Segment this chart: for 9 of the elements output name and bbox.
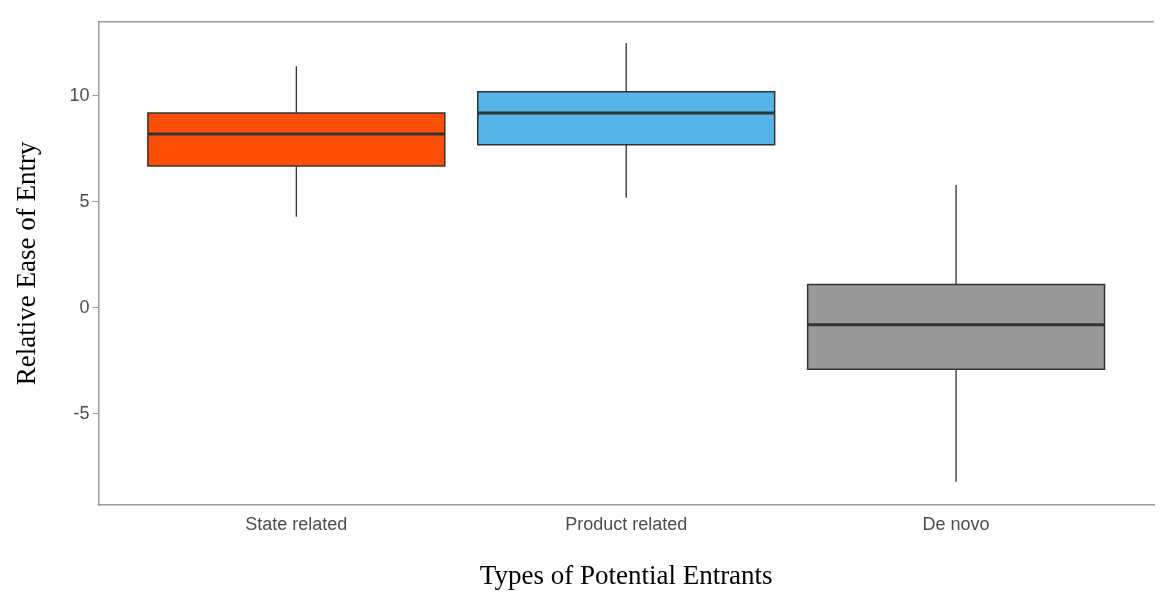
x-axis-title: Types of Potential Entrants bbox=[479, 559, 773, 590]
x-tick-label: Product related bbox=[565, 513, 688, 534]
y-tick-label: -5 bbox=[73, 402, 90, 423]
y-axis-title: Relative Ease of Entry bbox=[11, 141, 42, 386]
x-tick-label: De novo bbox=[922, 513, 990, 534]
x-tick-label: State related bbox=[245, 513, 348, 534]
y-tick-label: 10 bbox=[69, 84, 90, 105]
y-tick-label: 0 bbox=[79, 296, 90, 317]
y-tick-label: 5 bbox=[79, 190, 90, 211]
